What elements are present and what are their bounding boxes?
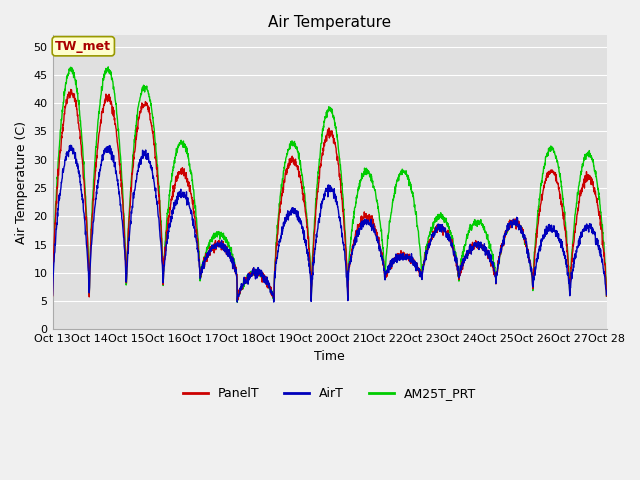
AirT (358, 218, 366, 224)
AirT (570, 261, 577, 267)
PanelT (346, 261, 354, 266)
PanelT (204, 256, 211, 262)
X-axis label: Time: Time (314, 350, 345, 363)
PanelT (49, 293, 56, 299)
AirT (49, 292, 56, 298)
AM25T_PRT (49, 294, 56, 300)
PanelT (554, 181, 562, 187)
AirT (554, 236, 562, 241)
PanelT (67, 86, 75, 92)
PanelT (234, 298, 241, 303)
Y-axis label: Air Temperature (C): Air Temperature (C) (15, 121, 28, 244)
AM25T_PRT (358, 176, 366, 181)
AM25T_PRT (346, 248, 354, 254)
AM25T_PRT (570, 232, 577, 238)
Text: TW_met: TW_met (55, 40, 111, 53)
AirT (346, 259, 354, 265)
Legend: PanelT, AirT, AM25T_PRT: PanelT, AirT, AM25T_PRT (178, 383, 481, 406)
AM25T_PRT (204, 246, 211, 252)
AirT (234, 299, 241, 305)
Line: PanelT: PanelT (52, 89, 607, 300)
AirT (67, 142, 75, 148)
AirT (204, 251, 211, 257)
AirT (491, 270, 499, 276)
Line: AirT: AirT (52, 145, 607, 302)
AM25T_PRT (234, 300, 241, 305)
PanelT (603, 293, 611, 299)
AM25T_PRT (104, 64, 112, 70)
PanelT (358, 216, 366, 222)
PanelT (570, 243, 577, 249)
Line: AM25T_PRT: AM25T_PRT (52, 67, 607, 302)
AM25T_PRT (491, 264, 499, 270)
AM25T_PRT (554, 163, 562, 168)
PanelT (491, 273, 499, 278)
AM25T_PRT (603, 293, 611, 299)
Title: Air Temperature: Air Temperature (268, 15, 391, 30)
AirT (603, 292, 611, 298)
